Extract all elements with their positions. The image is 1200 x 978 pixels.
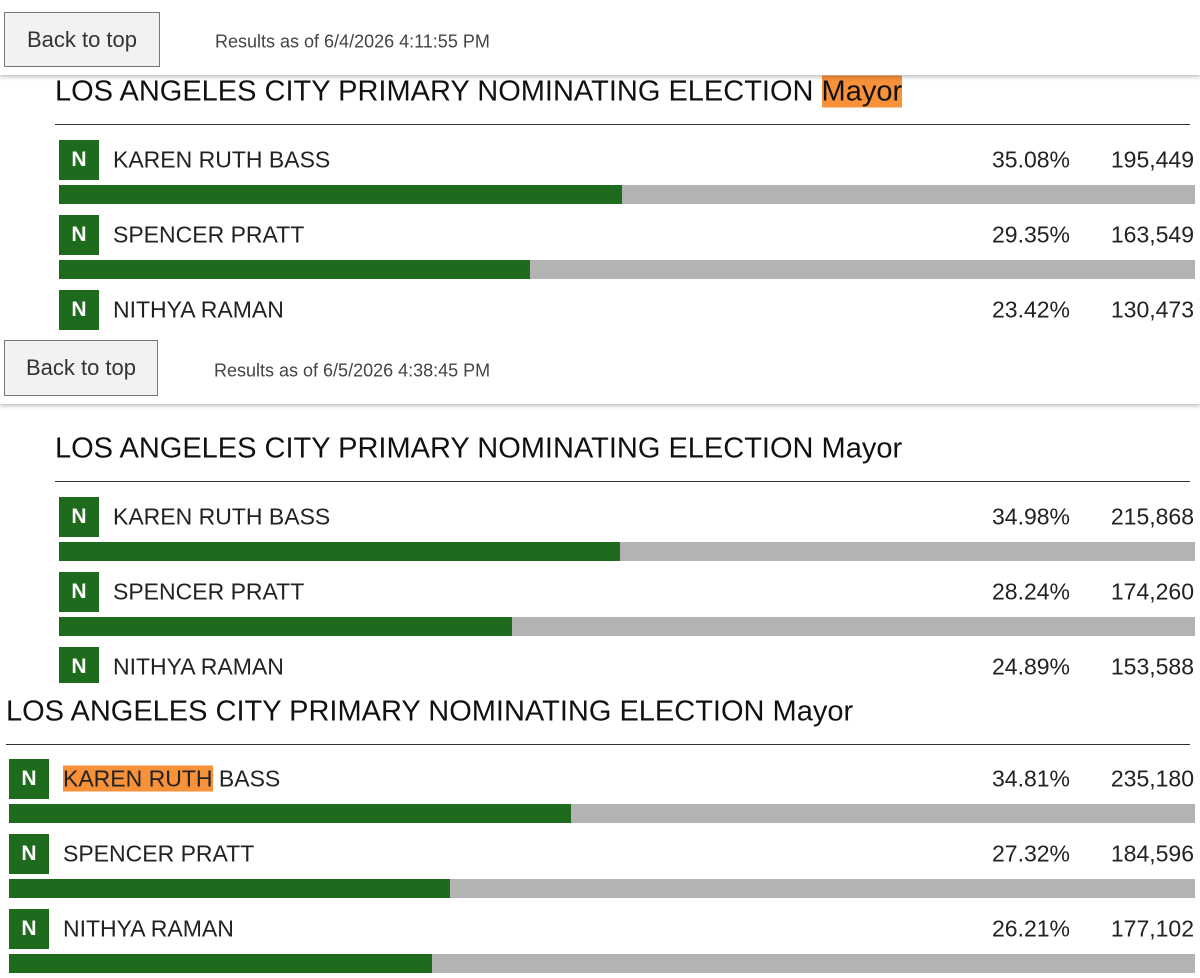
candidate-name: SPENCER PRATT	[63, 841, 254, 868]
percent: 35.08%	[991, 146, 1070, 173]
candidate-name: KAREN RUTH BASS	[113, 504, 330, 531]
percent: 24.89%	[991, 653, 1070, 680]
bar-track	[59, 542, 1195, 561]
party-badge: N	[9, 759, 49, 799]
bar-track	[9, 804, 1195, 823]
name-part: BASS	[218, 765, 281, 792]
name-part: SPENCER PRATT	[113, 221, 305, 248]
contest-title: LOS ANGELES CITY PRIMARY NOMINATING ELEC…	[6, 696, 853, 729]
candidate-name: NITHYA RAMAN	[113, 297, 284, 324]
results-timestamp: Results as of 6/5/2026 4:38:45 PM	[214, 360, 491, 381]
percent: 27.32%	[991, 840, 1070, 867]
bar-track	[9, 879, 1195, 898]
title-rule	[6, 744, 1190, 745]
candidate-name: SPENCER PRATT	[113, 222, 304, 249]
name-part: KAREN RUTH BASS	[113, 146, 331, 173]
percent-bar	[59, 617, 513, 636]
results-timestamp: Results as of 6/4/2026 4:11:55 PM	[215, 31, 490, 52]
votes: 235,180	[1110, 765, 1194, 792]
bar-track	[9, 954, 1195, 973]
results-header: Back to top Results as of 6/5/2026 4:38:4…	[0, 335, 1200, 404]
votes: 184,596	[1110, 840, 1194, 867]
percent-bar	[9, 954, 432, 973]
results-panel: LOS ANGELES CITY PRIMARY NOMINATING ELEC…	[0, 0, 1200, 335]
contest-name: LOS ANGELES CITY PRIMARY NOMINATING ELEC…	[55, 75, 814, 108]
contest-name: LOS ANGELES CITY PRIMARY NOMINATING ELEC…	[6, 695, 765, 728]
party-badge: N	[9, 834, 49, 874]
percent-bar	[9, 879, 450, 898]
name-part: SPENCER PRATT	[113, 578, 305, 605]
votes: 163,549	[1110, 221, 1194, 248]
name-part: NITHYA RAMAN	[113, 653, 284, 680]
title-rule	[55, 481, 1190, 482]
bar-track	[59, 260, 1195, 279]
percent: 23.42%	[991, 296, 1070, 323]
back-to-top-button[interactable]: Back to top	[4, 340, 158, 396]
party-badge: N	[59, 647, 99, 683]
votes: 130,473	[1110, 296, 1194, 323]
votes: 195,449	[1110, 146, 1194, 173]
party-badge: N	[9, 909, 49, 949]
name-part: KAREN RUTH BASS	[113, 503, 331, 530]
votes: 215,868	[1110, 503, 1194, 530]
party-badge: N	[59, 140, 99, 180]
percent: 29.35%	[991, 221, 1070, 248]
percent-bar	[9, 804, 571, 823]
votes: 153,588	[1110, 653, 1194, 680]
percent-bar	[59, 542, 621, 561]
percent: 26.21%	[991, 915, 1070, 942]
party-badge: N	[59, 215, 99, 255]
candidate-name: NITHYA RAMAN	[113, 654, 284, 681]
back-to-top-button[interactable]: Back to top	[4, 12, 160, 67]
candidate-name: KAREN RUTH BASS	[63, 765, 281, 793]
votes: 177,102	[1110, 915, 1194, 942]
contest-name: LOS ANGELES CITY PRIMARY NOMINATING ELEC…	[55, 432, 814, 465]
title-rule	[55, 124, 1190, 125]
results-panel: LOS ANGELES CITY PRIMARY NOMINATING ELEC…	[0, 335, 1200, 683]
candidate-name: SPENCER PRATT	[113, 579, 304, 606]
office-name: Mayor	[772, 695, 854, 728]
candidate-name: NITHYA RAMAN	[63, 916, 234, 943]
percent: 34.98%	[991, 503, 1070, 530]
percent: 34.81%	[991, 765, 1070, 792]
party-badge: N	[59, 290, 99, 330]
name-part: NITHYA RAMAN	[113, 296, 284, 323]
contest-title: LOS ANGELES CITY PRIMARY NOMINATING ELEC…	[55, 433, 902, 466]
contest-title: LOS ANGELES CITY PRIMARY NOMINATING ELEC…	[55, 75, 903, 109]
name-part: KAREN RUTH	[63, 765, 213, 792]
percent-bar	[59, 260, 530, 279]
votes: 174,260	[1110, 578, 1194, 605]
name-part: SPENCER PRATT	[63, 840, 255, 867]
percent-bar	[59, 185, 622, 204]
bar-track	[59, 617, 1195, 636]
candidate-name: KAREN RUTH BASS	[113, 147, 330, 174]
office-name: Mayor	[821, 75, 903, 108]
party-badge: N	[59, 572, 99, 612]
results-header: Back to top Results as of 6/4/2026 4:11:5…	[0, 0, 1200, 75]
party-badge: N	[59, 497, 99, 537]
percent: 28.24%	[991, 578, 1070, 605]
name-part: NITHYA RAMAN	[63, 915, 234, 942]
bar-track	[59, 185, 1195, 204]
results-panel: LOS ANGELES CITY PRIMARY NOMINATING ELEC…	[0, 683, 1200, 978]
office-name: Mayor	[821, 432, 903, 465]
